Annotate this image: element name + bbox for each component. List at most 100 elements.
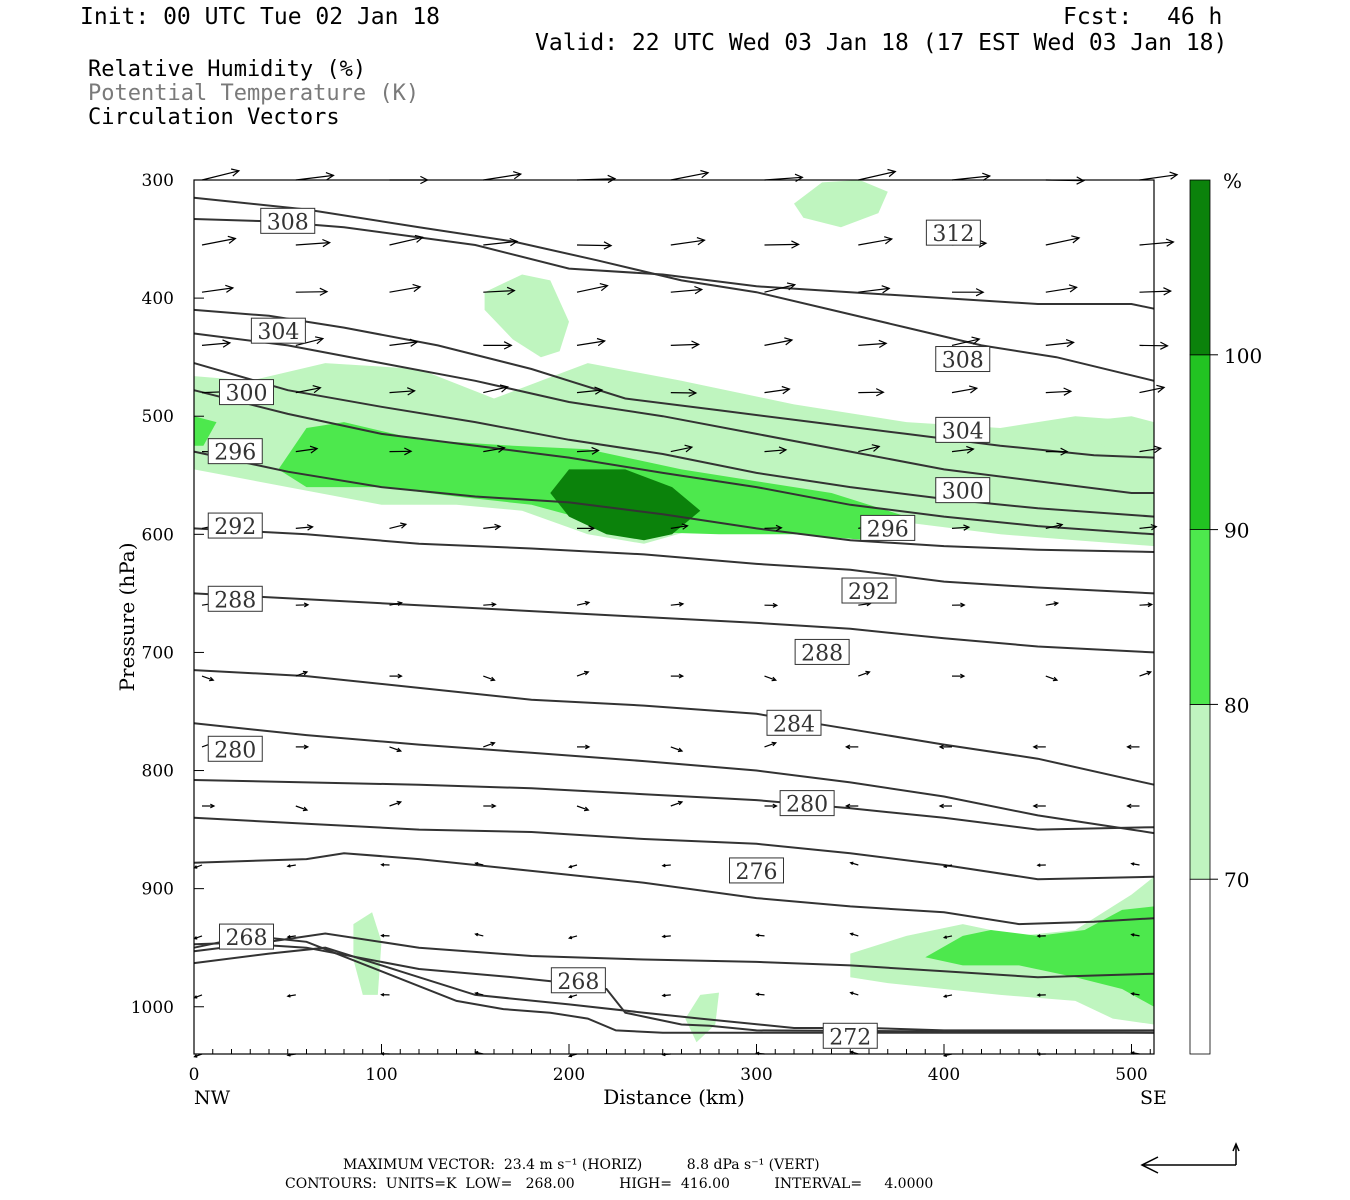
x-tick-label-400: 400 [928, 1065, 960, 1085]
contour-label-box-9 [207, 512, 263, 539]
circulation-vector-27 [670, 285, 704, 295]
y-tick-label-900: 900 [142, 880, 174, 900]
valid-time: Valid: 22 UTC Wed 03 Jan 18 (17 EST Wed … [535, 30, 1228, 56]
circulation-vector-108 [1032, 744, 1046, 750]
circulation-vector-100 [295, 744, 310, 750]
contour-label-box-8 [860, 514, 916, 541]
colorbar-label-100: 100 [1224, 344, 1262, 368]
circulation-vector-119 [1032, 803, 1046, 809]
y-tick-label-800: 800 [142, 762, 174, 782]
contour-label-284-13: 284 [773, 712, 815, 737]
contour-label-288-11: 288 [214, 588, 256, 613]
y-tick-label-1000: 1000 [131, 998, 174, 1018]
theta-contour-288-12 [193, 816, 1155, 881]
circulation-vector-101 [389, 746, 403, 753]
circulation-vector-56 [295, 445, 319, 454]
contour-label-box-10 [841, 577, 897, 604]
contour-label-box-0 [925, 219, 981, 246]
axis-ticks: 0 100 200 300 400 500 300 400 500 600 700 800 900 100… [131, 171, 1151, 1085]
theta-contour-268-17 [193, 943, 1155, 1034]
contour-label-304-3: 304 [257, 320, 299, 345]
contour-label-box-15 [779, 790, 835, 817]
rh-region-70-3 [794, 180, 888, 228]
circulation-vector-120 [1126, 803, 1140, 809]
y-tick-label-300: 300 [142, 171, 174, 191]
circulation-vector-146 [474, 991, 484, 996]
circulation-vector-53 [1045, 387, 1073, 396]
circulation-vector-125 [568, 864, 578, 869]
contour-label-box-17 [219, 923, 274, 950]
contour-label-box-16 [729, 857, 784, 884]
circulation-vector-137 [661, 934, 671, 939]
circulation-vector-14 [483, 237, 519, 247]
circulation-vector-151 [942, 994, 953, 998]
circulation-vector-129 [942, 864, 953, 868]
colorbar-segment-0 [1189, 878, 1211, 1055]
forecast-label: Fcst: [1063, 4, 1133, 30]
humidity-fill-layer [194, 180, 1154, 1043]
circulation-vector-97 [1045, 675, 1059, 682]
circulation-vector-134 [380, 933, 390, 938]
circulation-vector-52 [951, 385, 979, 394]
circulation-vector-70 [577, 525, 596, 532]
y-tick-label-400: 400 [142, 289, 174, 309]
circulation-vector-123 [380, 863, 390, 867]
circulation-vector-128 [849, 861, 859, 866]
legend-vectors: Circulation Vectors [88, 105, 340, 130]
circulation-vector-93 [670, 673, 685, 679]
circulation-vector-48 [576, 386, 604, 395]
circulation-vector-23 [295, 287, 329, 296]
circulation-vector-98 [1139, 670, 1153, 677]
circulation-vector-82 [670, 601, 685, 607]
circulation-vector-104 [670, 746, 684, 753]
circulation-vector-105 [764, 741, 778, 748]
contour-label-box-5 [219, 379, 274, 406]
circulation-vector-117 [844, 803, 859, 809]
rh-region-80-10 [925, 906, 1154, 1007]
circulation-vector-86 [1045, 601, 1060, 607]
circulation-vector-116 [764, 803, 778, 809]
circulation-vector-142 [1130, 933, 1140, 937]
x-end-right: SE [1140, 1087, 1167, 1109]
y-axis-title: Pressure (hPa) [115, 543, 139, 692]
contour-label-268-18: 268 [557, 970, 599, 995]
circulation-vector-15 [576, 241, 613, 250]
circulation-vector-130 [1036, 863, 1046, 867]
circulation-vector-106 [844, 744, 859, 750]
contour-label-280-15: 280 [786, 793, 828, 818]
circulation-vector-29 [858, 285, 891, 294]
circulation-vector-94 [764, 675, 778, 682]
circulation-vector-5 [670, 169, 710, 181]
circulation-vector-28 [764, 282, 797, 293]
circulation-vector-61 [764, 446, 788, 455]
theta-contour-284-13 [193, 852, 1155, 926]
circulation-vector-133 [286, 935, 296, 939]
circulation-vector-34 [295, 336, 325, 346]
circulation-vector-110 [202, 803, 216, 809]
theta-contour-312-0 [193, 218, 1155, 310]
circulation-vector-0 [201, 168, 241, 181]
circulation-vector-135 [474, 932, 484, 937]
circulation-vector-95 [858, 670, 871, 677]
theta-contour-304-3 [193, 332, 1154, 494]
circulation-vector-8 [951, 172, 992, 181]
circulation-vector-21 [1139, 238, 1175, 247]
colorbar-unit: % [1223, 169, 1242, 193]
theta-contour-296-8 [193, 592, 1155, 654]
circulation-vector-140 [942, 935, 953, 939]
circulation-vector-24 [389, 283, 422, 293]
circulation-vector-112 [389, 800, 403, 807]
reference-vector-icon [1140, 1142, 1240, 1174]
contour-label-box-4 [935, 416, 991, 443]
circulation-vector-124 [474, 862, 484, 866]
contour-label-box-3 [250, 317, 306, 344]
contour-label-296-8: 296 [867, 517, 909, 542]
contour-label-268-17: 268 [226, 926, 268, 951]
circulation-vector-78 [295, 602, 310, 608]
circulation-vector-51 [858, 388, 885, 397]
circulation-vector-45 [295, 385, 322, 394]
circulation-vector-57 [389, 447, 413, 456]
circulation-vector-22 [201, 284, 235, 293]
circulation-vector-136 [567, 935, 578, 940]
rh-region-70-5 [353, 912, 382, 995]
